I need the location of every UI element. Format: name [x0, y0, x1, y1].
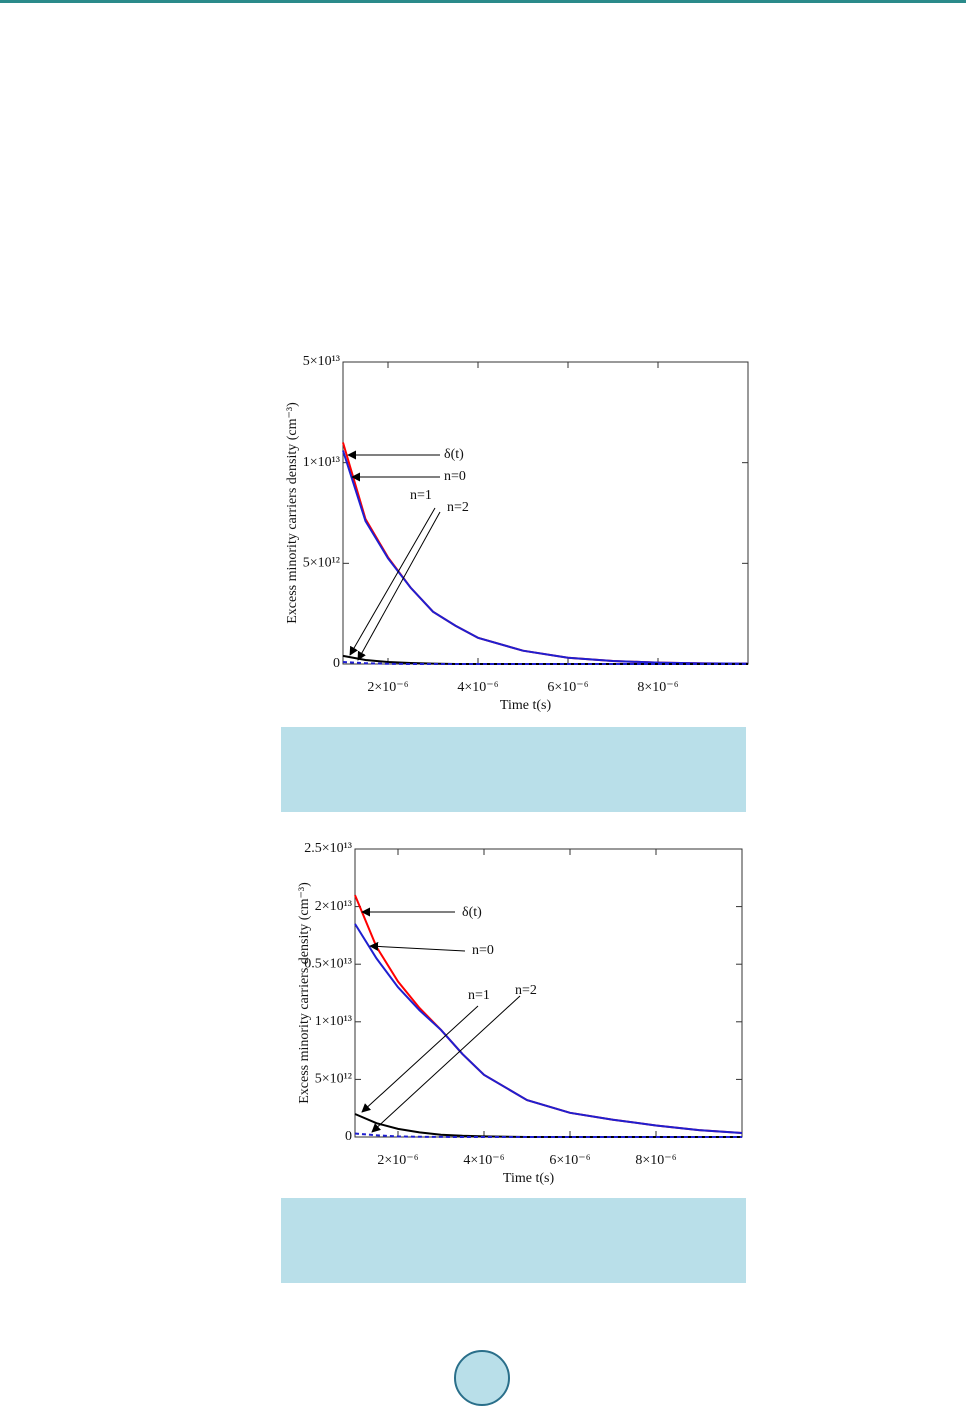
annotation: δ(t): [444, 447, 464, 462]
data-line: [354, 894, 743, 1134]
y-tick-label: 2×10¹³: [315, 899, 352, 914]
data-line: [342, 661, 748, 665]
annotation-arrow: [357, 511, 441, 661]
x-tick-label: 4×10⁻⁶: [463, 1153, 504, 1168]
y-tick-label: 5×10¹²: [303, 556, 340, 571]
x-axis-label: Time t(s): [500, 698, 552, 713]
y-tick-label: 1×10¹³: [315, 1014, 352, 1029]
data-line: [342, 450, 749, 665]
y-tick-label: 0.5×10¹³: [304, 956, 352, 971]
x-axis-label: Time t(s): [503, 1171, 555, 1186]
x-tick-label: 6×10⁻⁶: [547, 680, 588, 695]
data-line: [342, 442, 749, 665]
top-rule: [0, 0, 966, 3]
data-line: [354, 923, 743, 1134]
caption-box: [281, 727, 746, 812]
annotation: δ(t): [462, 905, 482, 920]
x-tick-label: 6×10⁻⁶: [549, 1153, 590, 1168]
y-tick-label: 0: [345, 1129, 352, 1144]
annotation-arrow: [349, 507, 436, 656]
data-line: [354, 1132, 742, 1138]
plot-frame: [342, 361, 749, 665]
annotation: n=0: [444, 469, 466, 484]
x-tick-label: 2×10⁻⁶: [367, 680, 408, 695]
x-tick-label: 2×10⁻⁶: [377, 1153, 418, 1168]
y-tick-label: 0: [333, 656, 340, 671]
annotation: n=0: [472, 943, 494, 958]
annotation: n=2: [447, 500, 469, 515]
data-line: [354, 1113, 742, 1138]
x-tick-label: 4×10⁻⁶: [457, 680, 498, 695]
y-axis-label: Excess minority carriers density (cm⁻³): [297, 882, 312, 1104]
y-tick-label: 5×10¹²: [315, 1072, 352, 1087]
annotation-arrow: [369, 941, 466, 952]
x-tick-label: 8×10⁻⁶: [637, 680, 678, 695]
y-tick-label: 5×10¹³: [303, 354, 340, 369]
annotation: n=1: [410, 488, 432, 503]
annotation: n=2: [515, 983, 537, 998]
x-tick-label: 8×10⁻⁶: [635, 1153, 676, 1168]
annotation-arrow: [371, 995, 521, 1133]
caption-box: [281, 1198, 746, 1283]
annotation: n=1: [468, 988, 490, 1003]
y-axis-label: Excess minority carriers density (cm⁻³): [285, 402, 300, 624]
y-tick-label: 1×10¹³: [303, 455, 340, 470]
y-tick-label: 2.5×10¹³: [304, 841, 352, 856]
annotation-arrow: [361, 1005, 479, 1113]
page-number-badge: [454, 1350, 510, 1406]
